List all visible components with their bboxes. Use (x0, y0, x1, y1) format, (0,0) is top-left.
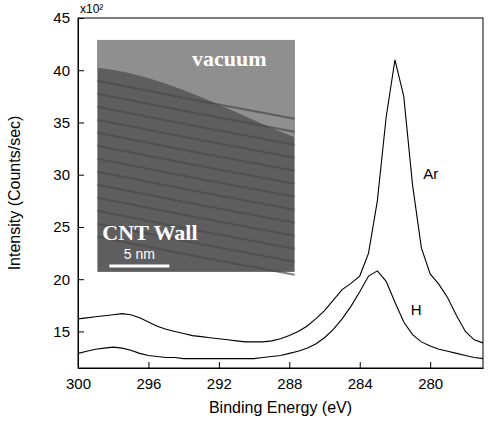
inset: vacuum CNT Wall5 nm (97, 40, 294, 275)
x-tick-mark (219, 362, 220, 368)
inset-vacuum-region (97, 40, 294, 137)
y-tick: 15 (53, 323, 84, 340)
x-axis: 300 296 292 288 284 280 (66, 362, 484, 392)
x-tick-mark (289, 362, 290, 368)
spectrum-line (78, 271, 483, 359)
y-tick-mark (78, 18, 84, 19)
y-axis: 15 20 25 30 35 40 45 (53, 9, 84, 368)
scale-bar (109, 264, 169, 267)
inset-stripe (97, 211, 294, 249)
y-tick-mark (78, 227, 84, 228)
y-tick: 25 (53, 218, 84, 235)
inset-label: vacuum (192, 46, 267, 71)
chart: 300 296 292 288 284 280 15 20 25 30 35 40 45 vacuum CN… (0, 0, 489, 425)
y-tick-label: 15 (53, 323, 70, 340)
x-tick-label: 284 (348, 375, 373, 392)
x-tick-label: 296 (136, 375, 161, 392)
y-tick: 30 (53, 166, 84, 183)
x-tick-label: 300 (66, 375, 91, 392)
y-tick-mark (78, 175, 84, 176)
y-tick-mark (78, 331, 84, 332)
x-tick-label: 292 (207, 375, 232, 392)
x-axis-title: Binding Energy (eV) (209, 399, 352, 416)
x-tick: 288 (277, 362, 302, 392)
y-tick-mark (78, 122, 84, 123)
y-tick: 20 (53, 270, 84, 287)
y-tick-label: 30 (53, 166, 70, 183)
x-tick-mark (360, 362, 361, 368)
y-tick-mark (78, 70, 84, 71)
y-multiplier: x10² (80, 2, 103, 16)
series-label: H (411, 301, 422, 318)
plot: 300 296 292 288 284 280 15 20 25 30 35 40 45 vacuum CN… (53, 9, 483, 391)
x-tick-mark (430, 362, 431, 368)
y-axis-title: Intensity (Counts/sec) (6, 116, 23, 271)
y-tick-label: 20 (53, 270, 70, 287)
x-axis-line (79, 368, 484, 369)
y-tick-label: 45 (53, 9, 70, 26)
x-tick: 296 (136, 362, 161, 392)
y-tick-mark (78, 279, 84, 280)
scale-bar-label: 5 nm (124, 246, 155, 262)
y-tick-label: 25 (53, 218, 70, 235)
x-tick: 280 (418, 362, 443, 392)
y-tick: 35 (53, 114, 84, 131)
x-tick-mark (148, 362, 149, 368)
y-tick-label: 40 (53, 62, 70, 79)
x-tick: 284 (348, 362, 373, 392)
inset-background (97, 40, 294, 272)
inset-texture (97, 81, 294, 275)
x-tick-label: 280 (418, 375, 443, 392)
x-tick-label: 288 (277, 375, 302, 392)
y-tick: 40 (53, 62, 84, 79)
x-tick: 292 (207, 362, 232, 392)
plot-frame (78, 18, 483, 368)
y-tick-label: 35 (53, 114, 70, 131)
series-label: Ar (423, 165, 438, 182)
inset-label: CNT Wall (102, 220, 197, 245)
